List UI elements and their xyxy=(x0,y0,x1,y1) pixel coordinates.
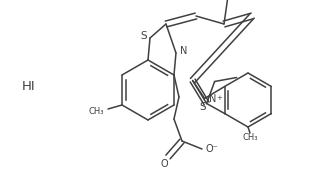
Text: CH₃: CH₃ xyxy=(89,107,104,116)
Text: N: N xyxy=(180,46,188,56)
Text: S: S xyxy=(199,102,206,111)
Text: S: S xyxy=(141,31,147,41)
Text: HI: HI xyxy=(22,80,36,93)
Text: N: N xyxy=(209,94,216,104)
Text: +: + xyxy=(217,94,223,100)
Text: O⁻: O⁻ xyxy=(206,144,218,154)
Text: O: O xyxy=(160,159,168,169)
Text: CH₃: CH₃ xyxy=(242,132,258,142)
